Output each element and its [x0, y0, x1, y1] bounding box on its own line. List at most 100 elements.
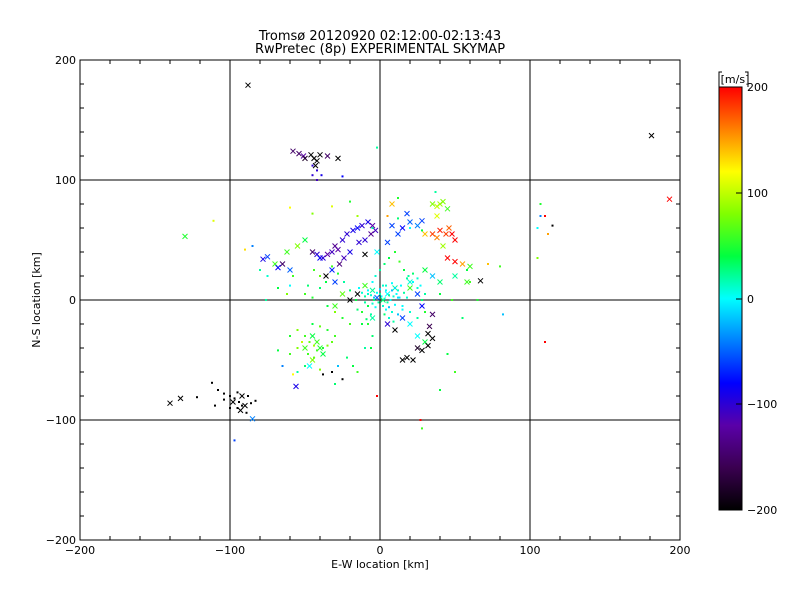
- data-point-dot: [382, 284, 384, 287]
- data-point-x: [404, 354, 410, 361]
- data-point-dot: [233, 439, 236, 442]
- data-point-dot: [320, 174, 323, 177]
- data-point-dot: [536, 257, 539, 259]
- data-point-dot: [337, 365, 339, 367]
- data-point-dot: [196, 396, 198, 399]
- data-point-dot: [421, 229, 423, 232]
- data-point-dot: [356, 371, 359, 373]
- data-point-dot: [388, 306, 390, 309]
- data-point-dot: [421, 299, 423, 301]
- chart-subtitle: RwPretec (8p) EXPERIMENTAL SKYMAP: [255, 42, 505, 57]
- data-point-dot: [311, 174, 314, 177]
- data-point-x: [449, 231, 455, 237]
- data-point-dot: [245, 411, 248, 414]
- data-point-dot: [466, 269, 468, 271]
- data-point-x: [309, 333, 316, 339]
- data-point-dot: [364, 295, 366, 298]
- data-point-dot: [251, 245, 254, 247]
- x-tick-label: −200: [65, 544, 95, 557]
- data-point-dot: [355, 299, 357, 301]
- data-point-dot: [211, 381, 213, 384]
- data-point-dot: [421, 427, 423, 430]
- data-point-dot: [331, 371, 333, 373]
- data-point-x: [464, 279, 470, 285]
- data-point-dot: [376, 146, 378, 149]
- data-point-x: [239, 393, 245, 399]
- data-point-x: [347, 297, 353, 303]
- data-point-x: [422, 267, 428, 273]
- data-point-dot: [214, 404, 216, 407]
- data-point-x: [429, 231, 436, 237]
- data-point-dot: [341, 317, 344, 319]
- data-point-dot: [304, 365, 306, 367]
- data-point-x: [314, 157, 320, 164]
- data-point-dot: [289, 335, 291, 337]
- data-point-dot: [223, 398, 225, 401]
- data-point-dot: [389, 299, 392, 301]
- data-point-x: [359, 222, 365, 229]
- data-point-x: [323, 273, 329, 279]
- data-point-x: [347, 249, 353, 255]
- data-point-dot: [419, 284, 422, 287]
- data-point-dot: [412, 281, 414, 283]
- data-point-x: [335, 155, 341, 162]
- data-point-dot: [386, 301, 389, 304]
- data-point-dot: [401, 305, 404, 307]
- data-point-dot: [244, 248, 246, 251]
- data-point-dot: [391, 311, 393, 313]
- data-point-dot: [313, 269, 315, 271]
- data-point-dot: [370, 347, 372, 349]
- data-point-x: [414, 222, 421, 229]
- data-point-dot: [397, 217, 399, 220]
- data-point-dot: [419, 419, 422, 421]
- colorbar-label-bracket: [718, 71, 749, 87]
- data-point-dot: [397, 289, 399, 292]
- data-point-x: [245, 82, 251, 89]
- data-point-x: [410, 357, 416, 363]
- data-point-x: [459, 261, 466, 267]
- data-point-x: [365, 219, 371, 225]
- data-point-dot: [341, 175, 344, 178]
- data-point-dot: [394, 287, 396, 289]
- data-point-dot: [346, 356, 348, 359]
- data-point-x: [302, 237, 308, 243]
- data-point-dot: [311, 212, 314, 215]
- data-point-dot: [412, 272, 414, 275]
- data-point-dot: [367, 305, 369, 307]
- data-point-dot: [407, 275, 410, 277]
- data-point-dot: [376, 291, 378, 294]
- data-point-dot: [403, 269, 405, 271]
- data-point-x: [362, 237, 368, 243]
- data-point-dot: [292, 373, 294, 376]
- data-point-dot: [254, 399, 257, 402]
- data-point-x: [389, 222, 395, 229]
- data-point-dot: [391, 282, 393, 285]
- data-point-x: [648, 132, 655, 139]
- data-point-x: [437, 227, 443, 234]
- data-point-dot: [259, 269, 261, 271]
- data-point-dot: [394, 251, 396, 253]
- data-point-dot: [371, 281, 374, 283]
- data-point-x: [452, 273, 458, 279]
- data-point-x: [399, 315, 406, 321]
- data-point-dot: [277, 349, 279, 352]
- data-point-x: [443, 231, 449, 237]
- data-point-x: [368, 231, 374, 237]
- data-point-dot: [343, 281, 345, 283]
- data-point-dot: [544, 341, 546, 343]
- data-point-dot: [377, 301, 380, 304]
- data-point-dot: [361, 323, 363, 325]
- data-point-dot: [487, 263, 489, 265]
- data-point-dot: [370, 313, 372, 316]
- data-point-x: [167, 400, 173, 407]
- data-point-x: [362, 251, 368, 258]
- data-point-dot: [388, 294, 390, 297]
- data-point-dot: [349, 289, 351, 292]
- data-point-dot: [380, 295, 383, 298]
- data-point-x: [336, 261, 343, 267]
- data-point-dot: [296, 371, 299, 373]
- data-point-x: [339, 291, 346, 297]
- data-point-x: [407, 321, 413, 327]
- data-point-dot: [356, 308, 359, 311]
- data-point-dot: [289, 284, 291, 287]
